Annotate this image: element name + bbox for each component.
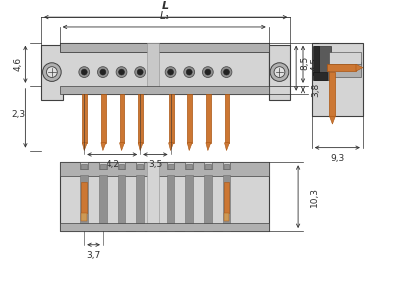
Circle shape	[168, 69, 174, 75]
Polygon shape	[185, 175, 193, 231]
Text: 10,3: 10,3	[310, 187, 319, 207]
Text: 9,3: 9,3	[330, 153, 344, 162]
Polygon shape	[60, 223, 269, 231]
Polygon shape	[186, 164, 192, 169]
Polygon shape	[204, 162, 212, 169]
Polygon shape	[101, 94, 106, 143]
Polygon shape	[136, 162, 144, 169]
Circle shape	[79, 67, 90, 78]
Polygon shape	[82, 94, 87, 143]
Polygon shape	[356, 64, 363, 71]
Polygon shape	[118, 164, 124, 169]
Polygon shape	[205, 164, 211, 169]
Polygon shape	[101, 143, 106, 151]
Polygon shape	[60, 86, 269, 94]
Polygon shape	[80, 162, 88, 169]
Polygon shape	[120, 143, 124, 151]
Polygon shape	[60, 43, 269, 52]
Circle shape	[186, 69, 192, 75]
Circle shape	[42, 63, 61, 82]
Circle shape	[165, 67, 176, 78]
Text: L₁: L₁	[159, 11, 169, 21]
Polygon shape	[326, 64, 356, 71]
Polygon shape	[100, 164, 106, 169]
Polygon shape	[137, 164, 143, 169]
Polygon shape	[81, 164, 87, 169]
Text: L: L	[162, 1, 169, 11]
Text: 3,8: 3,8	[311, 83, 320, 97]
Polygon shape	[313, 72, 326, 80]
Circle shape	[81, 69, 87, 75]
Polygon shape	[169, 143, 174, 151]
Polygon shape	[224, 213, 230, 221]
Polygon shape	[147, 43, 159, 94]
Polygon shape	[222, 175, 230, 231]
Polygon shape	[99, 162, 107, 169]
Circle shape	[137, 69, 143, 75]
Polygon shape	[60, 162, 269, 176]
Polygon shape	[222, 162, 230, 169]
Polygon shape	[313, 46, 319, 75]
Polygon shape	[118, 162, 126, 169]
Circle shape	[270, 63, 289, 82]
Polygon shape	[206, 143, 211, 151]
Polygon shape	[224, 94, 230, 143]
Text: 2,3: 2,3	[12, 110, 26, 119]
Polygon shape	[330, 52, 361, 64]
Polygon shape	[99, 175, 107, 231]
Circle shape	[202, 67, 213, 78]
Polygon shape	[118, 175, 126, 231]
Polygon shape	[224, 143, 230, 151]
Polygon shape	[330, 116, 335, 124]
Circle shape	[205, 69, 211, 75]
Polygon shape	[312, 43, 363, 116]
Text: 8,5: 8,5	[300, 56, 309, 70]
Polygon shape	[330, 72, 335, 116]
Circle shape	[274, 67, 285, 78]
Circle shape	[46, 67, 57, 78]
Polygon shape	[136, 175, 144, 231]
Polygon shape	[167, 162, 174, 169]
Text: 3,5: 3,5	[148, 160, 162, 170]
Polygon shape	[138, 94, 143, 143]
Polygon shape	[187, 143, 192, 151]
Circle shape	[184, 67, 195, 78]
Circle shape	[118, 69, 124, 75]
Text: 4,2: 4,2	[105, 160, 119, 170]
Circle shape	[100, 69, 106, 75]
Polygon shape	[147, 162, 159, 231]
Polygon shape	[187, 94, 192, 143]
Polygon shape	[159, 52, 267, 94]
Text: 4,5: 4,5	[311, 57, 320, 71]
Circle shape	[221, 67, 232, 78]
Polygon shape	[81, 213, 87, 221]
Polygon shape	[41, 45, 63, 100]
Polygon shape	[168, 164, 174, 169]
Polygon shape	[81, 182, 87, 213]
Polygon shape	[60, 43, 269, 94]
Polygon shape	[138, 143, 143, 151]
Polygon shape	[330, 62, 361, 77]
Polygon shape	[62, 52, 147, 94]
Polygon shape	[269, 45, 290, 100]
Polygon shape	[169, 94, 174, 143]
Polygon shape	[224, 164, 230, 169]
Circle shape	[224, 69, 230, 75]
Polygon shape	[206, 94, 211, 143]
Text: 3,7: 3,7	[86, 251, 101, 260]
Text: 4,6: 4,6	[14, 57, 23, 71]
Polygon shape	[185, 162, 193, 169]
Polygon shape	[82, 143, 87, 151]
Polygon shape	[314, 46, 332, 80]
Polygon shape	[224, 182, 230, 213]
Polygon shape	[60, 162, 269, 231]
Circle shape	[135, 67, 146, 78]
Circle shape	[116, 67, 127, 78]
Circle shape	[98, 67, 108, 78]
Polygon shape	[167, 175, 174, 231]
Polygon shape	[120, 94, 124, 143]
Polygon shape	[80, 175, 88, 231]
Polygon shape	[204, 175, 212, 231]
